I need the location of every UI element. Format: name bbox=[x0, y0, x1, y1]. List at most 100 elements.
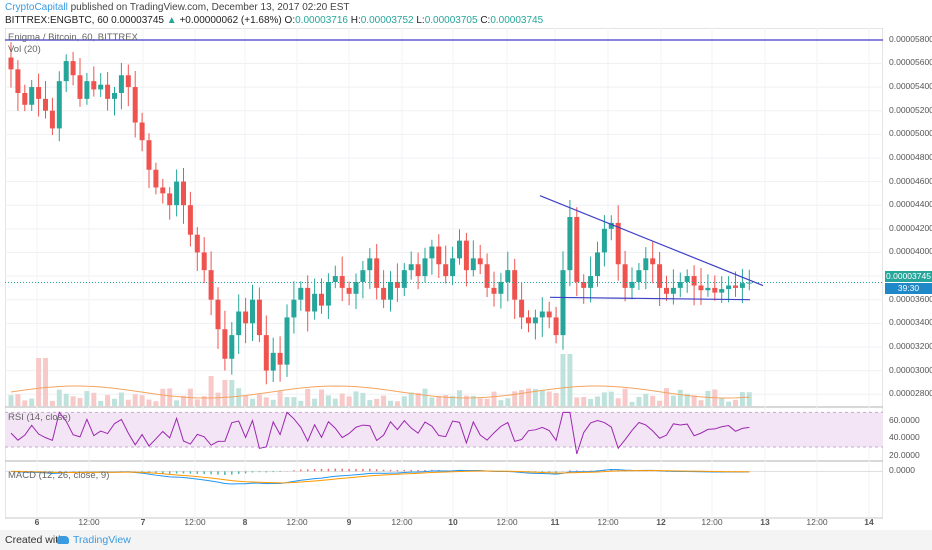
candle bbox=[98, 84, 104, 90]
volume-bar bbox=[691, 395, 697, 406]
volume-bar bbox=[167, 388, 173, 406]
chart-area[interactable]: Enigma / Bitcoin, 60, BITTREX Vol (20) R… bbox=[5, 28, 883, 528]
time-tick-label: 6 bbox=[34, 517, 40, 527]
volume-bar bbox=[422, 388, 428, 406]
time-tick-label: 14 bbox=[864, 517, 874, 527]
candle bbox=[332, 276, 338, 282]
volume-bar bbox=[601, 392, 607, 406]
volume-bar bbox=[636, 396, 642, 406]
volume-bar bbox=[49, 400, 55, 406]
candle bbox=[484, 264, 490, 288]
price-tick-label: 0.00005600 bbox=[889, 57, 932, 68]
volume-bar bbox=[298, 400, 304, 406]
candle bbox=[664, 287, 669, 294]
candle bbox=[22, 92, 28, 105]
candle bbox=[312, 293, 318, 312]
time-tick-label: 12:00 bbox=[701, 517, 723, 527]
price-tick-label: 0.00004600 bbox=[889, 175, 932, 186]
volume-bar bbox=[153, 401, 159, 406]
candle bbox=[684, 276, 690, 282]
candle bbox=[91, 81, 97, 90]
volume-bar bbox=[650, 395, 656, 406]
volume-bar bbox=[91, 392, 97, 406]
volume-bar bbox=[443, 395, 449, 406]
footer-bar: Created with TradingView bbox=[0, 530, 932, 550]
candle bbox=[319, 293, 324, 306]
candle bbox=[243, 311, 249, 324]
candle bbox=[595, 252, 600, 277]
time-tick-label: 12:00 bbox=[496, 517, 518, 527]
volume-bar bbox=[532, 389, 538, 406]
close-value: 0.00003745 bbox=[490, 15, 544, 26]
volume-bar bbox=[256, 394, 262, 406]
volume-bar bbox=[263, 397, 269, 406]
volume-bar bbox=[388, 400, 393, 406]
candle bbox=[15, 69, 21, 93]
candle bbox=[277, 352, 283, 365]
volume-bar bbox=[105, 395, 111, 406]
volume-bar bbox=[15, 394, 21, 406]
candle bbox=[298, 287, 304, 300]
price-tick-label: 0.00005200 bbox=[889, 104, 932, 115]
candle bbox=[194, 234, 200, 253]
volume-bar bbox=[98, 400, 104, 406]
volume-bar bbox=[339, 393, 345, 406]
candle bbox=[546, 311, 552, 318]
price-tick-label: 0.00004800 bbox=[889, 151, 932, 162]
volume-bar bbox=[491, 391, 497, 406]
candle bbox=[719, 289, 725, 293]
high-value: 0.00003752 bbox=[360, 15, 414, 26]
publish-info: published on TradingView.com, December 1… bbox=[67, 2, 350, 13]
volume-bar bbox=[429, 397, 435, 406]
candle bbox=[608, 222, 614, 229]
volume-bar bbox=[360, 392, 366, 406]
volume-bar bbox=[346, 396, 352, 406]
volume-bar bbox=[415, 392, 421, 406]
candle bbox=[56, 81, 62, 129]
candle bbox=[739, 283, 745, 288]
rsi-tick-label: 60.0000 bbox=[889, 415, 920, 425]
candle bbox=[181, 181, 186, 206]
volume-bar bbox=[746, 392, 752, 406]
low-label: L: bbox=[416, 15, 425, 26]
main-pane-title: Enigma / Bitcoin, 60, BITTREX bbox=[8, 32, 138, 43]
candle bbox=[698, 285, 704, 291]
change-arrow-icon: ▲ bbox=[166, 15, 177, 26]
candle bbox=[457, 240, 462, 259]
candle bbox=[443, 264, 449, 277]
volume-bar bbox=[77, 398, 83, 406]
price-tick-label: 0.00003000 bbox=[889, 364, 932, 375]
price-tick-label: 0.00005000 bbox=[889, 128, 932, 139]
price-tick-label: 0.00004000 bbox=[889, 246, 932, 257]
rsi-tick-label: 20.0000 bbox=[889, 449, 920, 460]
price-tick-label: 0.00002800 bbox=[889, 388, 932, 399]
volume-bar bbox=[408, 392, 414, 406]
candle bbox=[394, 281, 400, 288]
volume-bar bbox=[367, 400, 373, 406]
volume-bar bbox=[670, 395, 676, 406]
volume-bar bbox=[574, 397, 580, 406]
candle bbox=[526, 317, 531, 324]
volume-bar bbox=[705, 390, 711, 406]
volume-bar bbox=[546, 391, 552, 406]
author-link[interactable]: CryptoCapitall bbox=[5, 2, 68, 13]
volume-bar bbox=[270, 399, 276, 406]
tradingview-logo[interactable]: TradingView bbox=[57, 534, 131, 546]
candle bbox=[112, 92, 117, 99]
volume-bar bbox=[539, 389, 545, 406]
chart-canvas[interactable] bbox=[5, 28, 883, 528]
candle bbox=[601, 228, 607, 253]
volume-bar bbox=[305, 389, 311, 406]
time-tick-label: 12:00 bbox=[78, 517, 100, 527]
candle bbox=[629, 281, 635, 288]
price-tick-label: 0.00003200 bbox=[889, 340, 932, 351]
publish-line: CryptoCapitall published on TradingView.… bbox=[5, 2, 349, 13]
support-trendline bbox=[549, 296, 751, 301]
candle bbox=[236, 311, 242, 336]
candle bbox=[284, 317, 290, 365]
time-tick-label: 12 bbox=[656, 517, 666, 527]
candle bbox=[263, 335, 269, 371]
candle bbox=[477, 258, 483, 265]
volume-bar bbox=[132, 394, 138, 406]
volume-bar bbox=[733, 399, 738, 406]
